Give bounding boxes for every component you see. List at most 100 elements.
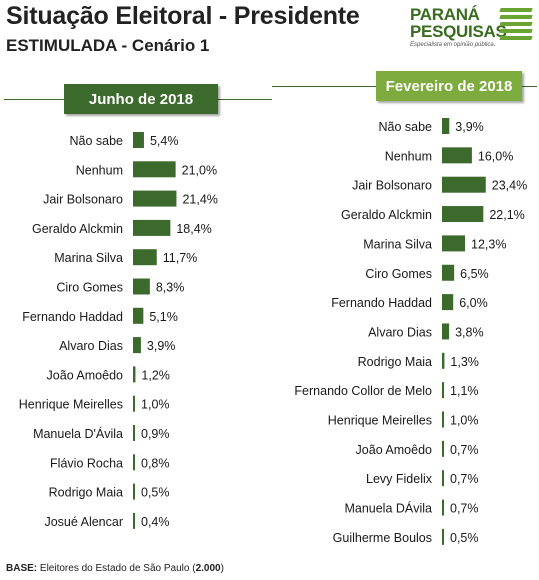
feb-bar: [442, 411, 444, 428]
logo-slogan: Especialista em opinião pública.: [410, 42, 496, 48]
feb-value-label: 6,0%: [459, 296, 488, 310]
june-value-label: 0,8%: [141, 456, 170, 470]
feb-bar: [442, 470, 444, 487]
june-category-label: Flávio Rocha: [50, 456, 123, 470]
june-bar: [133, 337, 141, 354]
june-bar: [133, 512, 135, 529]
feb-category-label: Fernando Collor de Melo: [294, 384, 432, 398]
feb-value-label: 3,9%: [455, 120, 484, 134]
feb-value-label: 1,3%: [450, 355, 479, 369]
feb-value-label: 16,0%: [478, 149, 513, 163]
june-bar: [133, 161, 176, 178]
feb-bar: [442, 264, 455, 281]
june-category-label: Jair Bolsonaro: [43, 193, 123, 207]
june-bar: [133, 483, 135, 500]
feb-bar: [442, 294, 454, 311]
june-bar: [133, 249, 157, 266]
feb-category-label: Alvaro Dias: [368, 325, 432, 339]
feb-bar: [442, 206, 484, 223]
feb-bar: [442, 323, 450, 340]
june-category-label: Josué Alencar: [44, 515, 123, 529]
feb-bar: [442, 176, 486, 193]
feb-value-label: 3,8%: [455, 325, 484, 339]
june-value-label: 8,3%: [156, 281, 185, 295]
june-bar: [133, 219, 171, 236]
feb-value-label: 1,0%: [450, 414, 479, 428]
feb-bar: [442, 528, 444, 545]
june-bar: [133, 366, 136, 383]
feb-value-label: 12,3%: [471, 237, 506, 251]
footer-base-note: BASE: Eleitores do Estado de São Paulo (…: [6, 563, 224, 574]
feb-category-label: Guilherme Boulos: [333, 531, 432, 545]
feb-category-label: Ciro Gomes: [365, 267, 432, 281]
june-bar: [133, 425, 135, 441]
june-category-label: João Amoêdo: [47, 368, 123, 382]
footer-close: ): [220, 563, 224, 574]
june-panel-header: Junho de 2018: [64, 84, 218, 114]
feb-value-label: 0,5%: [450, 531, 479, 545]
page-title: Situação Eleitoral - Presidente: [6, 2, 360, 30]
june-bar: [133, 454, 135, 471]
feb-bar: [442, 118, 450, 134]
june-value-label: 0,9%: [141, 427, 170, 441]
june-category-label: Fernando Haddad: [22, 310, 123, 324]
feb-bar: [442, 235, 466, 252]
feb-value-label: 23,4%: [492, 179, 527, 193]
june-category-label: Ciro Gomes: [56, 281, 123, 295]
june-bar: [133, 278, 150, 295]
feb-category-label: Jair Bolsonaro: [352, 179, 432, 193]
june-value-label: 3,9%: [147, 339, 176, 353]
feb-bar: [442, 382, 445, 399]
feb-category-label: Levy Fidelix: [366, 472, 433, 486]
feb-value-label: 1,1%: [450, 384, 479, 398]
feb-category-label: Henrique Meirelles: [328, 414, 432, 428]
june-value-label: 1,0%: [141, 398, 170, 412]
footer-count: 2.000: [195, 563, 221, 574]
feb-category-label: João Amoêdo: [356, 443, 432, 457]
feb-bar: [442, 440, 444, 457]
feb-bar: [442, 499, 444, 516]
feb-category-label: Marina Silva: [363, 237, 432, 251]
june-bar: [133, 307, 144, 324]
parana-pesquisas-logo: PARANÁ PESQUISAS Especialista em opinião…: [410, 6, 535, 54]
footer-text: Eleitores do Estado de São Paulo (: [39, 563, 196, 574]
june-value-label: 21,4%: [182, 193, 217, 207]
june-category-label: Geraldo Alckmin: [32, 222, 123, 236]
june-bar: [133, 132, 144, 148]
june-value-label: 11,7%: [163, 251, 198, 265]
june-value-label: 0,5%: [141, 486, 170, 500]
june-value-label: 5,4%: [150, 134, 179, 148]
june-category-label: Marina Silva: [54, 251, 123, 265]
page-subtitle: ESTIMULADA - Cenário 1: [6, 36, 210, 55]
june-value-label: 18,4%: [176, 222, 211, 236]
feb-category-label: Rodrigo Maia: [358, 355, 432, 369]
june-category-label: Henrique Meirelles: [19, 398, 123, 412]
june-value-label: 1,2%: [141, 368, 170, 382]
feb-value-label: 22,1%: [489, 208, 524, 222]
feb-value-label: 0,7%: [450, 472, 479, 486]
june-value-label: 0,4%: [141, 515, 170, 529]
feb-panel-header: Fevereiro de 2018: [376, 71, 522, 101]
june-category-label: Nenhum: [76, 163, 123, 177]
logo-line-2: PESQUISAS: [410, 22, 507, 41]
feb-bar: [442, 147, 472, 164]
feb-category-label: Fernando Haddad: [331, 296, 432, 310]
june-category-label: Não sabe: [69, 134, 123, 148]
feb-category-label: Geraldo Alckmin: [341, 208, 432, 222]
june-value-label: 5,1%: [149, 310, 178, 324]
june-bar: [133, 395, 136, 412]
feb-value-label: 0,7%: [450, 443, 479, 457]
feb-value-label: 0,7%: [450, 502, 479, 516]
june-category-label: Alvaro Dias: [59, 339, 123, 353]
feb-category-label: Nenhum: [385, 149, 432, 163]
june-value-label: 21,0%: [182, 163, 217, 177]
feb-bar: [442, 352, 445, 369]
feb-value-label: 6,5%: [460, 267, 489, 281]
june-bar: [133, 190, 177, 207]
feb-category-label: Manuela DÁvila: [344, 501, 432, 516]
footer-label: BASE:: [6, 563, 38, 574]
feb-category-label: Não sabe: [378, 120, 432, 134]
june-category-label: Manuela D'Ávila: [33, 426, 123, 441]
logo-line-1: PARANÁ: [410, 5, 480, 24]
